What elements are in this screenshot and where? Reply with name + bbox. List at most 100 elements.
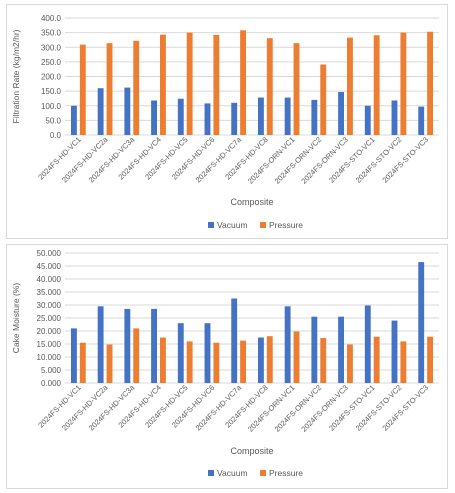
moisture-bar-pressure <box>347 344 353 383</box>
moisture-xtick-label: 2024FS-STO-VC2 <box>354 383 404 433</box>
filtration-xtick-label: 2024FS-STO-VC1 <box>327 135 377 185</box>
filtration-bar-vacuum <box>70 105 77 135</box>
filtration-xtick-label: 2024FS-STO-VC3 <box>380 135 430 185</box>
filtration-bar-pressure <box>133 40 140 135</box>
filtration-bar-vacuum <box>97 88 104 135</box>
filtration-bar-vacuum <box>418 106 425 135</box>
moisture-bar-vacuum <box>70 328 77 383</box>
moisture-bar-vacuum <box>204 323 211 383</box>
moisture-ytick-label: 45.000 <box>37 262 62 271</box>
moisture-ytick-label: 0.000 <box>41 379 62 388</box>
moisture-ytick-label: 20.000 <box>37 327 62 336</box>
filtration-xtick-label: 2024FS-HD-VC3a <box>87 134 137 184</box>
filtration-bar-pressure <box>266 38 273 136</box>
filtration-bar-vacuum <box>364 105 371 135</box>
filtration-ytick-label: 350.0 <box>41 29 62 38</box>
moisture-ytick-label: 35.000 <box>37 288 62 297</box>
filtration-bar-pressure <box>186 32 193 135</box>
filtration-bar-pressure <box>106 43 113 135</box>
filtration-bar-pressure <box>79 44 86 135</box>
filtration-ytick-label: 250.0 <box>41 58 62 67</box>
filtration-ytick-label: 150.0 <box>41 87 62 96</box>
filtration-bar-vacuum <box>284 97 291 135</box>
filtration-legend-swatch-vacuum <box>208 222 214 228</box>
filtration-bar-pressure <box>373 35 380 135</box>
moisture-bar-pressure <box>266 336 273 383</box>
moisture-legend-label-pressure: Pressure <box>269 468 303 478</box>
moisture-ytick-label: 30.000 <box>37 301 62 310</box>
moisture-bar-pressure <box>106 344 113 383</box>
filtration-bar-vacuum <box>311 99 318 135</box>
moisture-ylabel: Cake Moisture (%) <box>11 283 21 354</box>
moisture-bar-pressure <box>240 340 247 383</box>
moisture-ytick-label: 5.000 <box>41 366 62 375</box>
moisture-ytick-label: 50.000 <box>37 249 62 258</box>
moisture-bar-vacuum <box>177 323 184 383</box>
filtration-xtick-label: 2024FS-ORN-VC2 <box>273 135 324 186</box>
moisture-legend-swatch-pressure <box>260 470 266 476</box>
filtration-bar-pressure <box>160 34 166 135</box>
filtration-legend-label-pressure: Pressure <box>269 220 303 230</box>
moisture-xtick-label: 2024FS-STO-VC3 <box>380 383 430 433</box>
moisture-bar-pressure <box>427 336 434 383</box>
filtration-bar-pressure <box>400 32 407 135</box>
moisture-xtick-label: 2024FS-HD-VC3a <box>87 382 137 432</box>
filtration-ytick-label: 0.0 <box>50 131 62 140</box>
filtration-bar-vacuum <box>257 97 264 135</box>
moisture-xtick-label: 2024FS-ORN-VC2 <box>273 383 324 434</box>
filtration-ytick-label: 300.0 <box>41 43 62 52</box>
filtration-bar-pressure <box>427 31 434 136</box>
filtration-xlabel: Composite <box>230 197 273 207</box>
moisture-bar-pressure <box>320 338 327 383</box>
filtration-bar-vacuum <box>204 103 211 135</box>
filtration-bar-vacuum <box>177 98 184 135</box>
moisture-ytick-label: 10.000 <box>37 353 62 362</box>
filtration-ylabel: Filtration Rate (kg/m2/hr) <box>11 29 21 123</box>
filtration-bar-pressure <box>213 34 220 136</box>
moisture-bar-vacuum <box>284 306 291 383</box>
moisture-bar-vacuum <box>418 262 425 383</box>
filtration-rate-chart: 0.0 50.0 100.0 150.0 200.0 250.0 300.0 350.0 400… <box>11 14 439 230</box>
moisture-xtick-label: 2024FS-HD-VC7a <box>194 382 244 432</box>
moisture-ytick-label: 40.000 <box>37 275 62 284</box>
moisture-legend-label-vacuum: Vacuum <box>217 468 248 478</box>
moisture-bar-vacuum <box>231 298 238 383</box>
moisture-bar-pressure <box>213 342 220 383</box>
filtration-bar-vacuum <box>124 87 131 135</box>
filtration-bar-vacuum <box>391 100 398 135</box>
moisture-bar-pressure <box>160 337 166 383</box>
moisture-ytick-label: 25.000 <box>37 314 62 323</box>
moisture-xtick-label: 2024FS-STO-VC1 <box>327 383 377 433</box>
moisture-bar-vacuum <box>97 306 104 383</box>
filtration-bar-pressure <box>347 37 353 135</box>
filtration-rate-chart-panel: 0.0 50.0 100.0 150.0 200.0 250.0 300.0 350.0 400… <box>6 4 448 239</box>
moisture-legend-swatch-vacuum <box>208 470 214 476</box>
moisture-bar-pressure <box>133 328 140 383</box>
filtration-legend-label-vacuum: Vacuum <box>217 220 248 230</box>
moisture-bar-vacuum <box>257 337 264 383</box>
filtration-bar-vacuum <box>231 102 238 135</box>
moisture-bar-pressure <box>79 342 86 383</box>
filtration-xtick-label: 2024FS-HD-VC7a <box>194 134 244 184</box>
moisture-bar-vacuum <box>338 316 344 383</box>
moisture-bar-pressure <box>373 336 380 383</box>
filtration-legend-swatch-pressure <box>260 222 266 228</box>
filtration-ytick-label: 50.0 <box>45 116 61 125</box>
moisture-bar-vacuum <box>124 308 131 383</box>
moisture-bar-pressure <box>293 331 300 383</box>
filtration-xtick-label: 2024FS-ORN-VC3 <box>299 135 350 186</box>
moisture-xtick-label: 2024FS-ORN-VC3 <box>299 383 350 434</box>
moisture-bar-vacuum <box>151 308 157 383</box>
filtration-bar-pressure <box>293 43 300 135</box>
filtration-bar-vacuum <box>151 100 157 135</box>
cake-moisture-chart-panel: 0.000 5.000 10.000 15.000 20.000 25.000 30.000… <box>6 244 448 489</box>
cake-moisture-chart: 0.000 5.000 10.000 15.000 20.000 25.000 30.000… <box>11 249 439 478</box>
moisture-bar-vacuum <box>364 305 371 383</box>
moisture-xlabel: Composite <box>230 446 273 456</box>
moisture-bar-pressure <box>186 341 193 383</box>
filtration-ytick-label: 200.0 <box>41 73 62 82</box>
filtration-ytick-label: 400.0 <box>41 14 62 23</box>
filtration-bar-vacuum <box>338 92 344 135</box>
filtration-xtick-label: 2024FS-ORN-VC1 <box>246 135 297 186</box>
moisture-bar-pressure <box>400 341 407 383</box>
